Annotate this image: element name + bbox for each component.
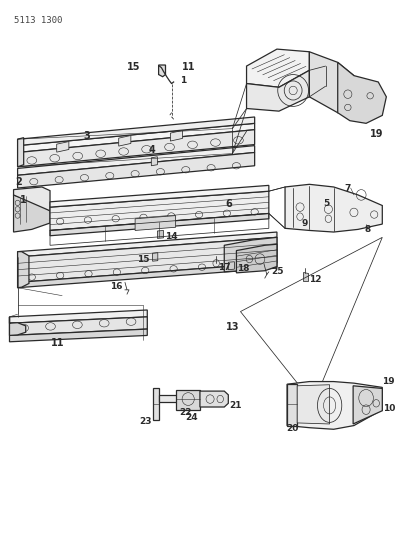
- Text: 7: 7: [344, 183, 351, 192]
- Polygon shape: [157, 230, 164, 238]
- Text: 14: 14: [165, 232, 177, 241]
- Polygon shape: [18, 237, 277, 282]
- Polygon shape: [353, 386, 382, 424]
- Text: 4: 4: [149, 145, 155, 155]
- Polygon shape: [18, 232, 277, 257]
- Text: 1: 1: [180, 76, 186, 85]
- Text: 25: 25: [271, 268, 284, 276]
- Polygon shape: [309, 52, 354, 113]
- Polygon shape: [18, 263, 277, 288]
- Text: 9: 9: [302, 219, 308, 228]
- Polygon shape: [57, 142, 69, 152]
- Polygon shape: [303, 272, 308, 281]
- Text: 21: 21: [230, 401, 242, 410]
- Polygon shape: [18, 146, 255, 175]
- Text: 6: 6: [225, 199, 232, 209]
- Text: 22: 22: [179, 408, 192, 417]
- Polygon shape: [246, 49, 309, 87]
- Polygon shape: [224, 237, 277, 272]
- Text: 24: 24: [186, 413, 198, 422]
- Polygon shape: [151, 157, 157, 166]
- Polygon shape: [338, 62, 386, 123]
- Polygon shape: [9, 317, 26, 335]
- Polygon shape: [9, 329, 147, 342]
- Text: 19: 19: [382, 377, 395, 386]
- Polygon shape: [9, 310, 147, 323]
- Polygon shape: [176, 390, 200, 410]
- Text: 15: 15: [126, 62, 140, 72]
- Polygon shape: [18, 252, 29, 288]
- Text: 17: 17: [218, 263, 231, 272]
- Polygon shape: [18, 123, 255, 152]
- Polygon shape: [119, 135, 131, 146]
- Text: 13: 13: [226, 322, 240, 333]
- Polygon shape: [18, 117, 255, 146]
- Text: 18: 18: [237, 264, 250, 272]
- Text: 23: 23: [139, 417, 151, 426]
- Polygon shape: [135, 216, 175, 230]
- Text: 16: 16: [110, 281, 122, 290]
- Text: 11: 11: [51, 338, 65, 348]
- Polygon shape: [159, 65, 166, 77]
- Text: 8: 8: [365, 225, 371, 234]
- Text: 5113 1300: 5113 1300: [13, 16, 62, 25]
- Polygon shape: [287, 382, 382, 429]
- Text: 10: 10: [384, 404, 396, 413]
- Polygon shape: [18, 130, 255, 167]
- Polygon shape: [18, 152, 255, 188]
- Polygon shape: [236, 244, 277, 273]
- Text: 1: 1: [20, 195, 27, 205]
- Text: 15: 15: [137, 255, 149, 264]
- Polygon shape: [171, 131, 182, 141]
- Polygon shape: [13, 195, 50, 232]
- Polygon shape: [153, 253, 158, 261]
- Text: 19: 19: [370, 129, 383, 139]
- Polygon shape: [228, 262, 234, 270]
- Polygon shape: [50, 185, 269, 207]
- Text: 3: 3: [83, 131, 90, 141]
- Polygon shape: [246, 70, 309, 111]
- Text: 2: 2: [15, 176, 22, 187]
- Polygon shape: [287, 384, 297, 425]
- Text: 11: 11: [182, 62, 195, 72]
- Text: 12: 12: [309, 275, 322, 284]
- Polygon shape: [200, 391, 228, 407]
- Polygon shape: [159, 395, 200, 402]
- Polygon shape: [153, 389, 159, 420]
- Polygon shape: [13, 187, 50, 211]
- Polygon shape: [50, 214, 269, 236]
- Polygon shape: [297, 385, 330, 424]
- Text: 20: 20: [286, 424, 299, 433]
- Polygon shape: [285, 184, 382, 232]
- Polygon shape: [9, 317, 147, 335]
- Polygon shape: [50, 191, 269, 230]
- Text: 5: 5: [324, 199, 330, 208]
- Polygon shape: [18, 138, 24, 167]
